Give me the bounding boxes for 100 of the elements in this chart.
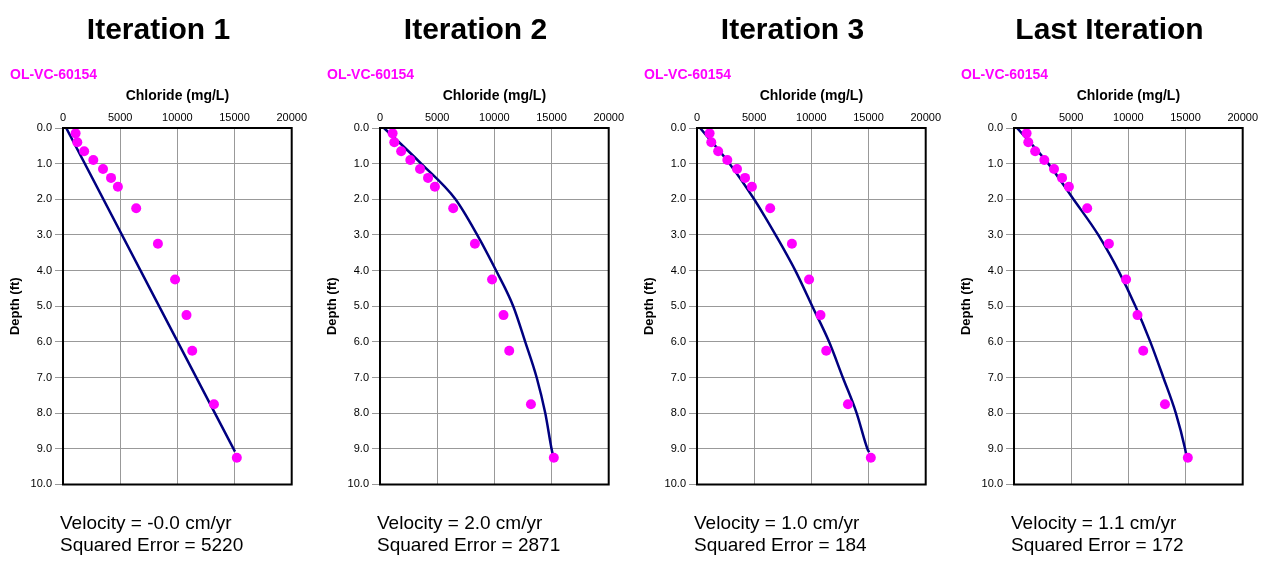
y-tick-label: 3.0 xyxy=(987,227,1004,240)
point xyxy=(740,172,751,183)
y-axis-title: Depth (ft) xyxy=(7,277,23,336)
y-tick-label: 6.0 xyxy=(987,334,1004,347)
y-tick-label: 2.0 xyxy=(987,192,1004,205)
point xyxy=(152,238,163,249)
chart-title: Iteration 1 xyxy=(85,12,232,47)
point xyxy=(722,155,733,166)
point xyxy=(815,310,826,321)
y-tick-label: 7.0 xyxy=(36,370,53,383)
y-tick-label: 0.0 xyxy=(353,121,370,134)
point xyxy=(389,137,400,148)
y-tick-label: 8.0 xyxy=(987,406,1004,419)
y-tick-label: 10.0 xyxy=(664,477,687,490)
point xyxy=(842,399,853,410)
point xyxy=(865,452,876,463)
x-tick-label: 10000 xyxy=(796,111,827,124)
x-tick-label: 0 xyxy=(1010,111,1018,124)
point xyxy=(786,238,797,249)
y-tick-label: 10.0 xyxy=(347,477,370,490)
y-tick-label: 4.0 xyxy=(670,263,687,276)
y-tick-label: 6.0 xyxy=(670,334,687,347)
y-tick-label: 9.0 xyxy=(353,441,370,454)
x-tick-label: 0 xyxy=(693,111,701,124)
point xyxy=(1030,146,1041,157)
y-tick-label: 5.0 xyxy=(36,299,53,312)
point xyxy=(469,238,480,249)
point xyxy=(415,163,426,174)
chart-subtitle: OL-VC-60154 xyxy=(644,66,733,84)
text: Squared Error = 2871 xyxy=(377,534,562,556)
point xyxy=(131,203,142,214)
point xyxy=(1138,345,1149,356)
y-tick-label: 0.0 xyxy=(670,121,687,134)
x-tick-label: 5000 xyxy=(1058,111,1084,124)
text: Velocity = 2.0 cm/yr xyxy=(377,512,544,534)
point xyxy=(1182,452,1193,463)
point xyxy=(804,274,815,285)
y-tick-label: 0.0 xyxy=(987,121,1004,134)
chart-subtitle: OL-VC-60154 xyxy=(961,66,1050,84)
x-axis-title: Chloride (mg/L) xyxy=(1076,87,1181,104)
point xyxy=(1023,137,1034,148)
y-tick-label: 4.0 xyxy=(987,263,1004,276)
y-tick-label: 5.0 xyxy=(987,299,1004,312)
x-tick-label: 0 xyxy=(59,111,67,124)
point xyxy=(405,155,416,166)
y-tick-label: 6.0 xyxy=(36,334,53,347)
y-tick-label: 2.0 xyxy=(670,192,687,205)
text: Squared Error = 172 xyxy=(1011,534,1185,556)
text: Squared Error = 5220 xyxy=(60,534,245,556)
chart-subtitle: OL-VC-60154 xyxy=(10,66,99,84)
y-tick-label: 1.0 xyxy=(987,156,1004,169)
point xyxy=(704,128,715,139)
x-axis-title: Chloride (mg/L) xyxy=(125,87,230,104)
point xyxy=(187,345,198,356)
point xyxy=(746,181,757,192)
point xyxy=(1057,172,1068,183)
point xyxy=(208,399,219,410)
x-tick-label: 5000 xyxy=(424,111,450,124)
x-tick-label: 15000 xyxy=(853,111,884,124)
point xyxy=(106,172,117,183)
point xyxy=(1082,203,1093,214)
y-tick-label: 3.0 xyxy=(353,227,370,240)
point xyxy=(72,137,83,148)
y-tick-label: 8.0 xyxy=(353,406,370,419)
point xyxy=(525,399,536,410)
text: Velocity = 1.1 cm/yr xyxy=(1011,512,1178,534)
y-tick-label: 7.0 xyxy=(353,370,370,383)
y-tick-label: 7.0 xyxy=(987,370,1004,383)
point xyxy=(504,345,515,356)
x-tick-label: 20000 xyxy=(593,111,624,124)
x-tick-label: 20000 xyxy=(276,111,307,124)
y-tick-label: 8.0 xyxy=(670,406,687,419)
point xyxy=(170,274,181,285)
point xyxy=(1063,181,1074,192)
x-tick-label: 20000 xyxy=(1227,111,1258,124)
x-tick-label: 5000 xyxy=(741,111,767,124)
point xyxy=(88,155,99,166)
y-tick-label: 0.0 xyxy=(36,121,53,134)
x-tick-label: 15000 xyxy=(219,111,250,124)
y-tick-label: 5.0 xyxy=(670,299,687,312)
chart-title: Iteration 3 xyxy=(719,12,866,47)
y-tick-label: 3.0 xyxy=(670,227,687,240)
y-tick-label: 9.0 xyxy=(987,441,1004,454)
y-axis-title: Depth (ft) xyxy=(958,277,974,336)
point xyxy=(1103,238,1114,249)
x-tick-label: 15000 xyxy=(1170,111,1201,124)
point xyxy=(821,345,832,356)
point xyxy=(1159,399,1170,410)
x-tick-label: 10000 xyxy=(479,111,510,124)
point xyxy=(79,146,90,157)
chart-title: Last Iteration xyxy=(1014,12,1205,47)
point xyxy=(732,163,743,174)
y-tick-label: 7.0 xyxy=(670,370,687,383)
point xyxy=(1121,274,1132,285)
y-tick-label: 2.0 xyxy=(36,192,53,205)
y-axis-title: Depth (ft) xyxy=(641,277,657,336)
point xyxy=(387,128,398,139)
point xyxy=(487,274,498,285)
y-tick-label: 5.0 xyxy=(353,299,370,312)
x-axis-title: Chloride (mg/L) xyxy=(759,87,864,104)
